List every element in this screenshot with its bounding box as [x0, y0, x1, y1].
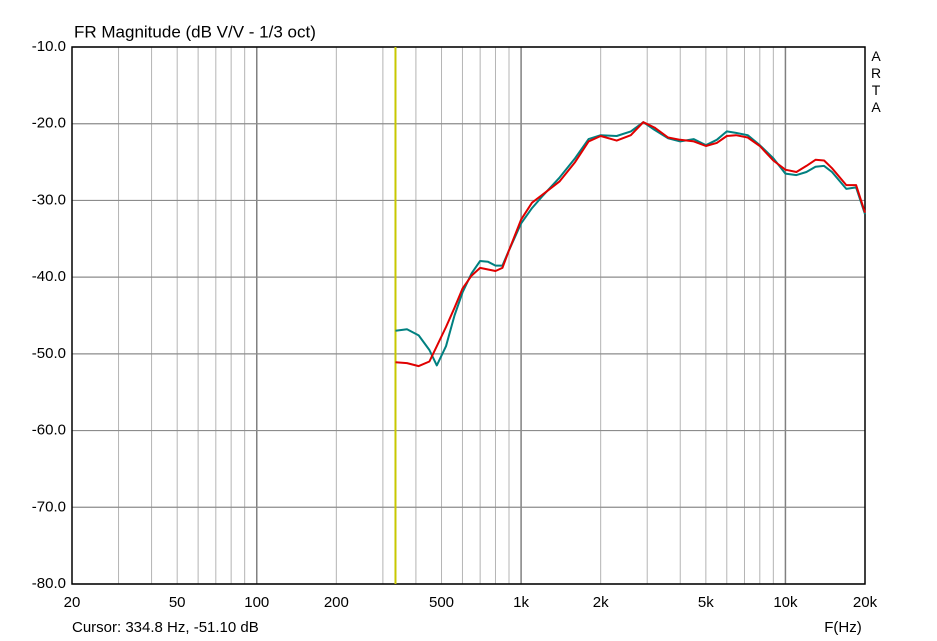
x-tick-label: 10k — [773, 594, 798, 611]
x-tick-label: 500 — [429, 594, 454, 611]
watermark: ARTA — [868, 48, 884, 116]
x-tick-label: 50 — [169, 594, 186, 611]
series-line — [395, 121, 866, 368]
x-tick-label: 20k — [853, 594, 878, 611]
x-axis-label: F(Hz) — [824, 619, 862, 636]
y-tick-label: -70.0 — [32, 498, 66, 515]
y-tick-label: -10.0 — [32, 38, 66, 55]
y-tick-label: -40.0 — [32, 268, 66, 285]
y-tick-label: -80.0 — [32, 575, 66, 592]
cursor-readout: Cursor: 334.8 Hz, -51.10 dB — [72, 619, 259, 636]
x-tick-label: 200 — [324, 594, 349, 611]
x-tick-label: 100 — [244, 594, 269, 611]
y-tick-label: -60.0 — [32, 422, 66, 439]
x-tick-label: 2k — [593, 594, 609, 611]
y-tick-label: -50.0 — [32, 345, 66, 362]
y-tick-label: -20.0 — [32, 115, 66, 132]
x-tick-label: 1k — [513, 594, 529, 611]
y-tick-label: -30.0 — [32, 191, 66, 208]
plot-frame — [71, 46, 866, 585]
x-tick-label: 5k — [698, 594, 714, 611]
series-line — [395, 121, 866, 367]
x-tick-label: 20 — [64, 594, 81, 611]
chart-title: FR Magnitude (dB V/V - 1/3 oct) — [74, 22, 316, 41]
